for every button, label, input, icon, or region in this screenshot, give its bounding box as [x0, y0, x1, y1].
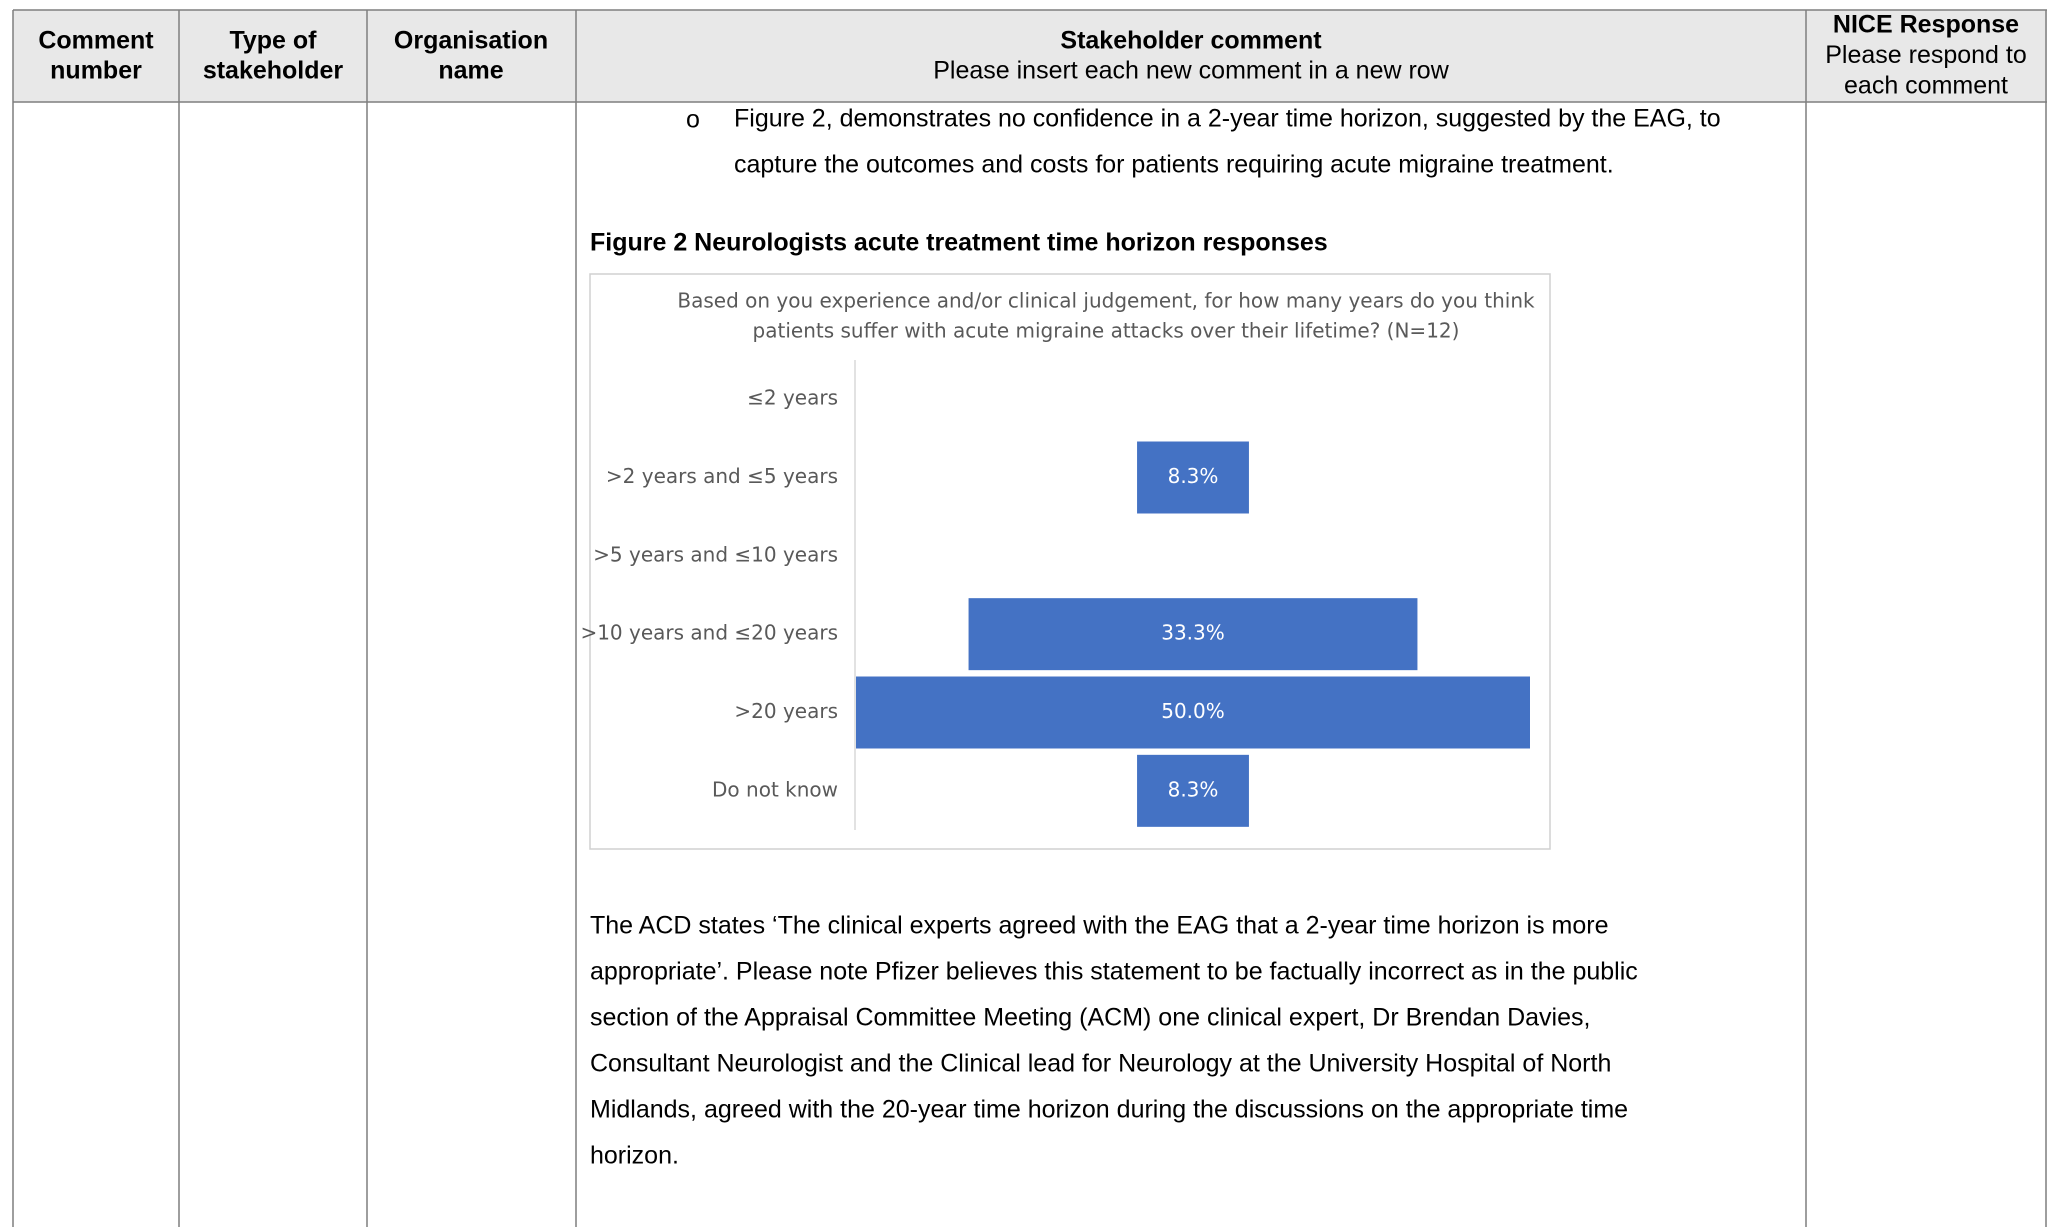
paragraph-line: Consultant Neurologist and the Clinical … [590, 1050, 1611, 1078]
data-label: 8.3% [1168, 464, 1219, 488]
bullet-marker: o [686, 106, 700, 134]
category-label: Do not know [712, 777, 838, 801]
bar [856, 676, 1530, 749]
data-label: 8.3% [1168, 777, 1219, 801]
table-borders [12, 9, 2047, 1227]
chart-frame [589, 273, 1551, 850]
header-text: name [438, 57, 503, 85]
category-label: >2 years and ≤5 years [606, 464, 838, 488]
header-text: number [50, 57, 142, 85]
header-text: NICE Response [1833, 11, 2019, 39]
header-text: each comment [1844, 72, 2008, 100]
header-text: Please insert each new comment in a new … [933, 57, 1449, 85]
bar [1137, 441, 1249, 514]
bullet-text: Figure 2, demonstrates no confidence in … [734, 105, 1721, 133]
header-text: Stakeholder comment [1060, 27, 1322, 55]
header-background [13, 10, 2047, 102]
header-text: Please respond to [1825, 41, 2027, 69]
paragraph-line: horizon. [590, 1142, 679, 1170]
bar [968, 598, 1418, 671]
header-text: Type of [229, 27, 317, 55]
paragraph-line: Midlands, agreed with the 20-year time h… [590, 1096, 1628, 1124]
paragraph-line: appropriate’. Please note Pfizer believe… [590, 958, 1638, 986]
data-label: 50.0% [1161, 699, 1225, 723]
category-label: >5 years and ≤10 years [593, 542, 838, 566]
header-text: stakeholder [203, 57, 344, 85]
data-label: 33.3% [1161, 621, 1225, 645]
bullet-text: capture the outcomes and costs for patie… [734, 151, 1614, 179]
header-text: Comment [38, 27, 154, 55]
figure-caption: Figure 2 Neurologists acute treatment ti… [590, 229, 1328, 257]
paragraph-line: section of the Appraisal Committee Meeti… [590, 1004, 1590, 1032]
category-label: >10 years and ≤20 years [580, 621, 838, 645]
category-label: ≤2 years [747, 386, 838, 410]
bar [1137, 754, 1249, 827]
paragraph-line: The ACD states ‘The clinical experts agr… [590, 912, 1609, 940]
header-text: Organisation [394, 27, 548, 55]
chart-title: patients suffer with acute migraine atta… [753, 319, 1460, 343]
category-label: >20 years [734, 699, 838, 723]
chart-title: Based on you experience and/or clinical … [677, 289, 1535, 313]
